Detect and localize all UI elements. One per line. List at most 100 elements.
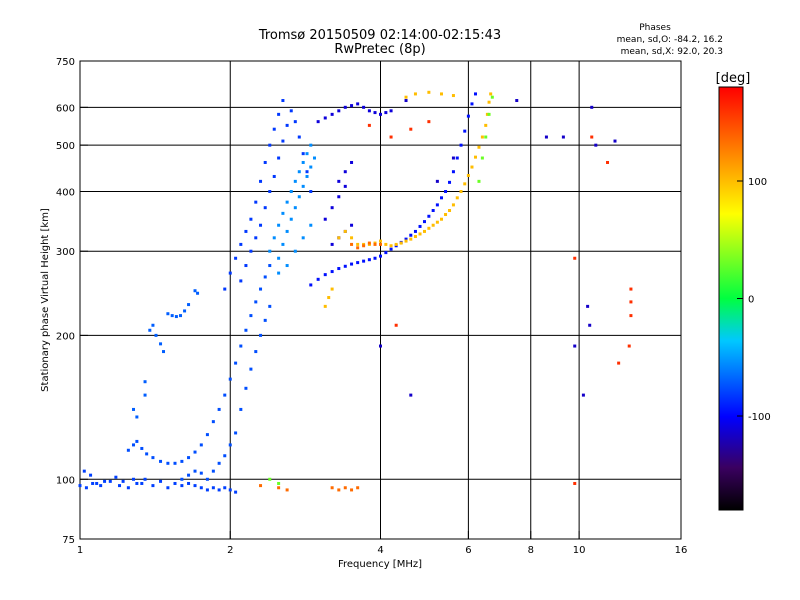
data-point [373,242,377,246]
data-point [174,315,178,319]
data-point [356,486,360,490]
data-point [373,111,377,115]
data-point [187,456,191,460]
data-point [330,242,334,246]
data-point [151,484,155,488]
data-point [463,182,467,186]
data-point [431,209,435,213]
data-point [413,235,417,239]
x-tick-label: 4 [377,545,383,556]
data-point [91,481,95,485]
data-point [285,264,289,268]
data-point [84,486,88,490]
data-point [435,179,439,183]
x-tick-label: 16 [675,545,688,556]
data-point [473,155,477,159]
data-point [293,249,297,253]
data-point [239,242,243,246]
data-point [379,344,382,348]
data-point [268,249,272,253]
data-point [263,275,267,279]
data-point [193,484,197,488]
data-point [272,127,276,131]
data-point [309,165,313,169]
data-point [281,211,285,215]
y-axis-ticks: 75 100 200 300 400 500 600 750 [56,57,88,546]
data-point [350,262,354,266]
data-point [228,377,232,381]
data-point [118,484,122,488]
data-point [199,486,203,490]
x-tick-label: 2 [227,545,233,556]
data-point [154,333,158,337]
phase-stats-x: mean, sd,X: 92.0, 20.3 [621,47,723,57]
data-point [239,407,243,411]
data-point [259,287,263,291]
data-point [228,443,232,447]
data-point [244,229,248,233]
data-point [211,420,215,424]
data-point [343,170,347,174]
data-point [126,448,130,452]
data-point [143,380,147,384]
phase-stats-heading: Phases [639,23,671,33]
data-point [389,109,393,113]
data-point [422,220,426,224]
data-point [277,112,281,116]
data-point [145,452,149,456]
data-point [544,135,548,139]
data-point [234,256,238,260]
data-point [629,314,633,318]
chart-subtitle: RwPretec (8p) [334,42,425,57]
data-point [343,184,347,188]
data-point [362,105,366,109]
data-point [389,135,393,139]
data-point [337,267,341,271]
data-point [249,314,253,318]
data-point [254,236,258,240]
data-point [159,342,163,346]
data-point [297,170,301,174]
data-point [309,223,313,227]
data-point [367,258,371,262]
data-point [277,256,281,260]
data-point [82,469,86,473]
data-point [427,120,431,124]
data-point [249,217,253,221]
data-point [581,393,585,397]
data-point [143,477,147,481]
data-point [132,477,136,481]
data-point [427,214,431,218]
data-point [254,300,258,304]
data-point [613,139,617,143]
data-point [373,256,377,260]
data-point [515,99,519,103]
data-point [183,309,187,313]
data-point [470,165,474,169]
data-point [350,160,354,164]
data-point [384,111,388,115]
data-point [337,109,341,113]
chart-title: Tromsø 20150509 02:14:00-02:15:43 [258,28,501,43]
data-point [234,361,238,365]
data-point [590,105,594,109]
data-point [337,236,341,240]
data-point [435,203,439,207]
data-point [413,229,417,233]
data-point [394,242,398,246]
y-tick-label: 500 [56,141,75,152]
data-point [484,123,488,127]
data-point [180,459,184,463]
colorbar-tick-label: -100 [748,412,771,423]
phase-stats-o: mean, sd,O: -84.2, 16.2 [617,35,723,45]
data-point [316,120,320,124]
data-point [285,123,289,127]
data-point [409,237,413,241]
data-point [484,135,488,139]
data-point [477,179,481,183]
data-point [305,152,309,156]
data-point [108,479,112,483]
data-point [404,99,408,103]
data-point [166,461,170,465]
data-point [239,344,243,348]
